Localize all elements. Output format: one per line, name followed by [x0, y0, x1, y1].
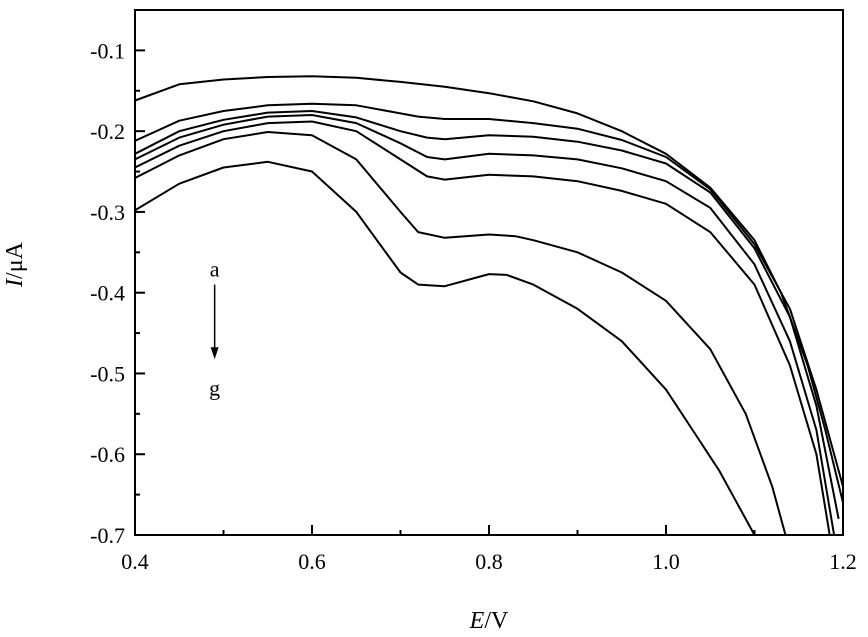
y-tick-label: -0.4: [90, 281, 125, 306]
annotation-start-label: a: [210, 257, 220, 282]
x-tick-label: 0.8: [475, 549, 503, 574]
y-tick-label: -0.7: [90, 523, 125, 548]
y-tick-label: -0.5: [90, 361, 125, 386]
y-axis: -0.1 -0.2 -0.3 -0.4 -0.5 -0.6 -0.7: [90, 38, 145, 548]
y-tick-label: -0.1: [90, 38, 125, 63]
y-axis-label: I/μA: [2, 241, 28, 288]
y-tick-label: -0.3: [90, 200, 125, 225]
x-axis-label: E/V: [469, 608, 509, 634]
series-line-1: [135, 76, 843, 503]
y-axis-label-rest: /μA: [2, 241, 28, 279]
y-tick-label: -0.2: [90, 119, 125, 144]
x-tick-label: 1.2: [829, 549, 857, 574]
curves-layer: [135, 76, 843, 535]
series-line-3: [135, 111, 839, 519]
y-tick-label: -0.6: [90, 442, 125, 467]
series-line-7: [135, 162, 755, 535]
x-axis-label-rest: /V: [484, 608, 509, 634]
series-line-2: [135, 104, 843, 487]
plot-frame: [135, 10, 843, 535]
series-line-5: [135, 122, 830, 536]
annotation-arrow-head: [211, 347, 219, 359]
x-axis-label-italic: E: [469, 608, 485, 634]
annotation-end-label: g: [209, 375, 220, 400]
x-tick-label: 0.6: [298, 549, 326, 574]
series-line-6: [135, 132, 786, 535]
x-tick-label: 0.4: [121, 549, 149, 574]
trend-annotation: ag: [209, 257, 220, 401]
series-line-4: [135, 115, 834, 535]
x-axis: 0.4 0.6 0.8 1.0 1.2: [121, 525, 857, 574]
x-tick-label: 1.0: [652, 549, 680, 574]
